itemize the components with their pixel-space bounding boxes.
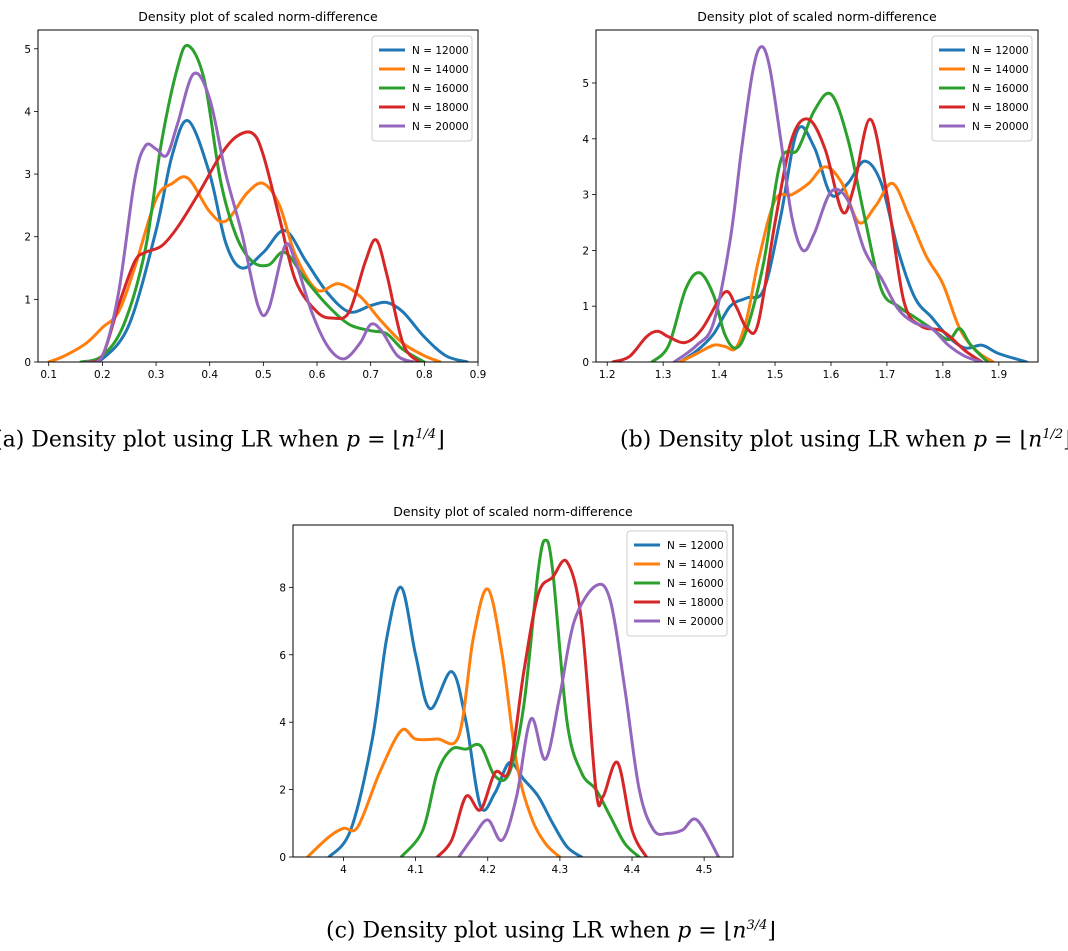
series-line-5 [84,71,416,362]
chart-c: Density plot of scaled norm-difference 4 4… [279,504,734,875]
legend-label: N = 12000 [412,45,469,57]
legend-box [371,35,473,142]
x-tick-label: 0.2 [94,369,111,380]
legend-label: N = 16000 [972,83,1029,95]
series-line-1 [84,119,469,362]
legend-label: N = 18000 [667,597,724,609]
series-line-4 [435,558,648,857]
x-tick-label: 1.6 [823,369,840,380]
x-tick-label: 0.9 [470,369,487,380]
x-tick-label: 1.7 [879,369,896,380]
chart-title: Density plot of scaled norm-difference [393,504,633,519]
series-line-2 [305,587,562,857]
x-tick-label: 4.4 [624,864,641,875]
x-tick-label: 0.4 [201,369,218,380]
y-tick-label: 4 [582,134,589,146]
plot-frame [595,29,1039,363]
plot-frame [37,29,479,363]
y-tick-label: 5 [24,44,31,56]
x-tick-label: 0.7 [362,369,379,380]
caption-c: (c) Density plot using LR when p = ⌊n3/4… [326,918,776,944]
legend-label: N = 20000 [667,616,724,628]
x-tick-label: 1.2 [599,369,616,380]
y-tick-label: 3 [582,190,589,202]
x-tick-label: 4.1 [407,864,424,875]
x-tick-label: 4.3 [552,864,569,875]
chart-title: Density plot of scaled norm-difference [138,9,378,24]
y-tick-label: 0 [24,357,31,369]
legend-label: N = 14000 [412,64,469,76]
legend-label: N = 18000 [412,102,469,114]
x-tick-label: 0.6 [309,369,326,380]
legend-label: N = 16000 [667,578,724,590]
legend-label: N = 20000 [412,121,469,133]
y-tick-label: 2 [24,232,31,244]
x-tick-label: 1.9 [990,369,1007,380]
x-tick-label: 0.8 [416,369,433,380]
series-line-5 [457,582,721,857]
y-tick-label: 3 [24,169,31,181]
caption-b: (b) Density plot using LR when p = ⌊n1/2… [620,427,1068,453]
x-tick-label: 1.3 [655,369,672,380]
x-tick-label: 0.1 [40,369,57,380]
x-tick-label: 1.4 [711,369,728,380]
y-tick-label: 1 [24,294,31,306]
caption-a: (a) Density plot using LR when p = ⌊n1/4… [0,427,445,453]
chart-b: Density plot of scaled norm-difference 1.… [582,9,1039,380]
series-line-1 [327,585,584,857]
chart-title: Density plot of scaled norm-difference [697,9,937,24]
y-tick-label: 0 [279,852,286,864]
series-line-5 [672,45,984,362]
x-tick-label: 0.3 [148,369,165,380]
legend-label: N = 20000 [972,121,1029,133]
y-tick-label: 2 [582,245,589,257]
x-tick-label: 4.5 [696,864,713,875]
y-tick-label: 1 [582,301,589,313]
y-tick-label: 2 [279,785,286,797]
legend-label: N = 12000 [667,540,724,552]
y-tick-label: 4 [279,717,286,729]
series-line-4 [84,130,421,362]
x-tick-label: 4 [340,864,347,875]
series-line-4 [611,117,984,362]
y-tick-label: 6 [279,650,286,662]
legend-label: N = 14000 [972,64,1029,76]
legend-label: N = 12000 [972,45,1029,57]
legend-label: N = 14000 [667,559,724,571]
x-tick-label: 4.2 [479,864,496,875]
x-tick-label: 1.8 [935,369,952,380]
y-tick-label: 8 [279,582,286,594]
y-tick-label: 5 [582,78,589,90]
legend-label: N = 16000 [412,83,469,95]
legend-box [931,35,1033,142]
plot-frame [292,524,734,858]
legend-box [626,530,728,637]
series-line-2 [678,165,995,362]
chart-a: Density plot of scaled norm-difference 0.… [24,9,487,380]
legend-label: N = 18000 [972,102,1029,114]
y-tick-label: 4 [24,106,31,118]
y-tick-label: 0 [582,357,589,369]
x-tick-label: 1.5 [767,369,784,380]
x-tick-label: 0.5 [255,369,272,380]
